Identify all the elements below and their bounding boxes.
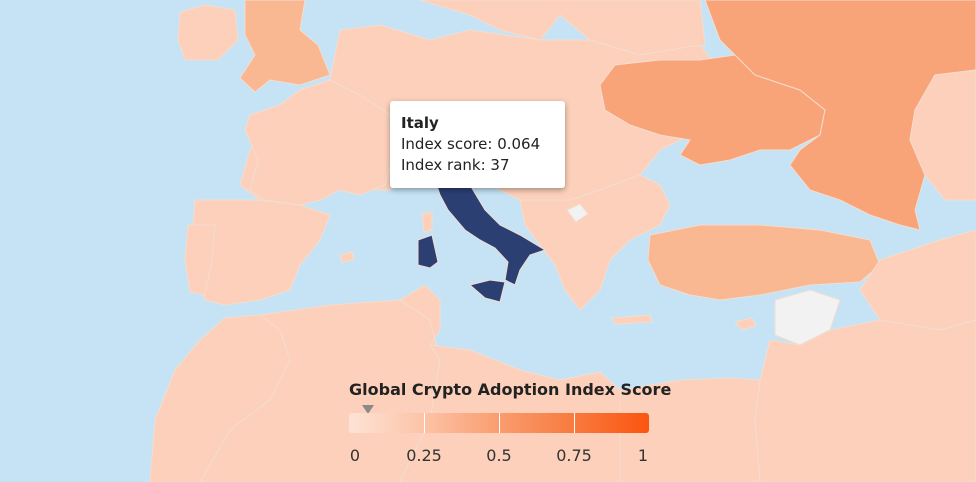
legend-tick-label: 1 <box>637 446 649 465</box>
country-balkans[interactable] <box>519 174 671 311</box>
country-italy[interactable] <box>434 174 547 286</box>
country-iran[interactable] <box>859 229 976 331</box>
tooltip-index-score: Index score: 0.064 <box>401 135 541 153</box>
country-kazakhstan[interactable] <box>909 69 976 201</box>
legend-value-marker <box>362 405 375 414</box>
legend-divider <box>424 413 425 433</box>
legend-gradient-bar <box>349 413 649 433</box>
country-sardinia[interactable] <box>417 234 439 269</box>
country-united-kingdom[interactable] <box>239 0 331 93</box>
country-ireland[interactable] <box>177 4 239 61</box>
country-sicily[interactable] <box>468 279 506 303</box>
country-portugal[interactable] <box>184 224 216 296</box>
country-crete[interactable] <box>611 314 653 325</box>
country-egypt[interactable] <box>619 377 761 482</box>
tooltip-index-rank: Index rank: 37 <box>401 156 510 174</box>
color-legend: Global Crypto Adoption Index Score 0 0.2… <box>340 380 685 476</box>
legend-tick-label: 0.25 <box>406 446 442 465</box>
legend-divider <box>499 413 500 433</box>
country-france[interactable] <box>244 79 396 206</box>
country-corsica[interactable] <box>421 211 433 233</box>
legend-tick-label: 0.5 <box>486 446 512 465</box>
country-middle-east[interactable] <box>754 319 976 482</box>
country-tunisia[interactable] <box>399 284 441 361</box>
country-kosovo[interactable] <box>566 203 589 223</box>
country-cyprus[interactable] <box>734 317 757 331</box>
country-turkey[interactable] <box>647 224 881 301</box>
legend-title: Global Crypto Adoption Index Score <box>349 380 672 399</box>
legend-tick-label: 0.75 <box>556 446 592 465</box>
country-scandinavia[interactable] <box>419 0 706 56</box>
tooltip-country-name: Italy <box>401 114 439 132</box>
country-tooltip: Italy Index score: 0.064 Index rank: 37 <box>390 101 565 188</box>
legend-divider <box>574 413 575 433</box>
legend-tick-label: 0 <box>349 446 361 465</box>
country-balearic[interactable] <box>339 251 355 263</box>
